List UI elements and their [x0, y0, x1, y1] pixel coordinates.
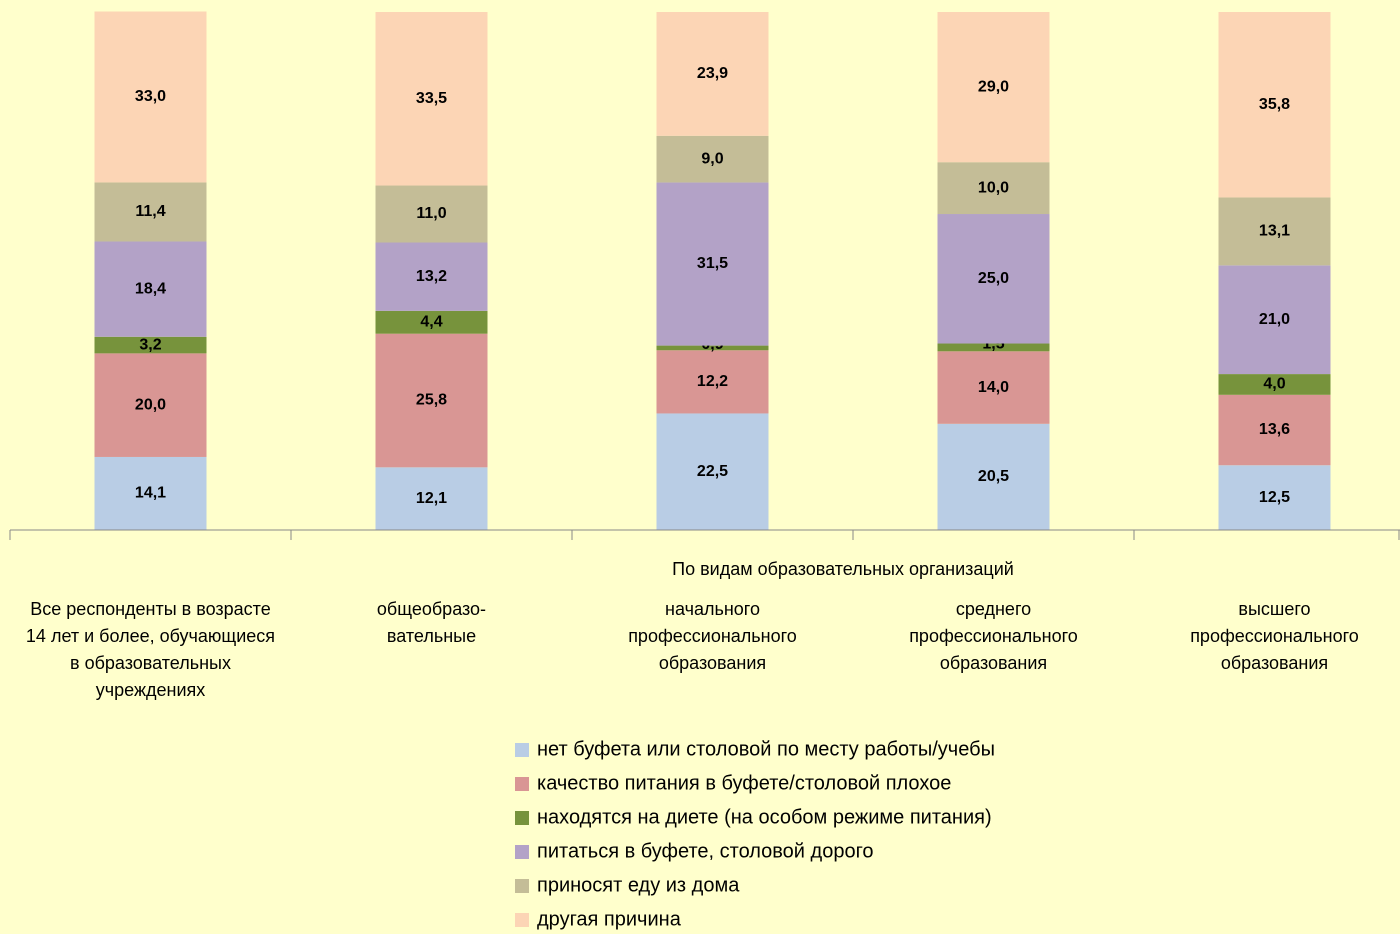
bar-segment [1218, 12, 1331, 198]
bar-segment [656, 182, 769, 346]
x-tick-label: начального профессионального образования [628, 599, 797, 673]
bar-segment [94, 456, 207, 530]
bar-segment [94, 11, 207, 183]
value-label: 31,5 [697, 255, 728, 272]
value-label: 4,4 [420, 314, 442, 331]
value-label: 4,0 [1263, 376, 1285, 393]
x-tick-label: высшего профессионального образования [1190, 599, 1359, 673]
value-label: 9,0 [701, 150, 723, 167]
bar-segment [94, 353, 207, 457]
value-label: 13,2 [416, 268, 447, 285]
value-label: 33,5 [416, 90, 447, 107]
bar-segment [656, 135, 769, 183]
value-label: 12,1 [416, 490, 447, 507]
value-label: 10,0 [978, 179, 1009, 196]
bar-segment [937, 12, 1050, 163]
legend-label: питаться в буфете, столовой дорого [537, 840, 874, 862]
bar-segment [656, 413, 769, 530]
legend-label: приносят еду из дома [537, 874, 740, 896]
legend-swatch [515, 845, 529, 859]
bar-segment [375, 242, 488, 311]
bar-segment [1218, 374, 1331, 395]
bar-segment [937, 351, 1050, 424]
bar-segment [656, 12, 769, 136]
value-label: 20,0 [135, 396, 166, 413]
bar-segment [375, 467, 488, 530]
bar-segment [656, 350, 769, 414]
bar-segment [94, 182, 207, 242]
bar-segment [94, 336, 207, 354]
legend-label: другая причина [537, 908, 682, 930]
value-label: 29,0 [978, 78, 1009, 95]
value-label: 18,4 [135, 280, 166, 297]
value-label: 25,8 [416, 392, 447, 409]
bar-segment [656, 345, 769, 351]
value-label: 21,0 [1259, 311, 1290, 328]
x-tick-label: среднего профессионального образования [909, 599, 1078, 673]
value-label: 23,9 [697, 65, 728, 82]
bar-segment [1218, 265, 1331, 375]
value-label: 12,2 [697, 373, 728, 390]
value-label: 3,2 [139, 336, 161, 353]
value-label: 11,0 [416, 205, 446, 222]
value-label: 14,1 [135, 485, 166, 502]
value-label: 14,0 [978, 379, 1009, 396]
value-label: 13,6 [1259, 421, 1290, 438]
bar-segment [375, 12, 488, 186]
value-label: 35,8 [1259, 96, 1290, 113]
x-tick-label: Все респонденты в возрасте 14 лет и боле… [25, 599, 276, 700]
bar-segment [375, 310, 488, 334]
bar-segment [937, 162, 1050, 215]
bar-segment [375, 185, 488, 243]
bar-segment [375, 333, 488, 468]
bar-segment [1218, 197, 1331, 266]
value-label: 33,0 [135, 88, 166, 105]
legend-label: нет буфета или столовой по месту работы/… [537, 738, 995, 760]
bar-segment [1218, 394, 1331, 466]
bar-segment [937, 423, 1050, 530]
value-label: 22,5 [697, 463, 728, 480]
value-label: 25,0 [978, 270, 1009, 287]
value-label: 20,5 [978, 468, 1009, 485]
legend-swatch [515, 811, 529, 825]
value-label: 11,4 [135, 203, 165, 220]
bar-segment [94, 241, 207, 337]
legend-label: находятся на диете (на особом режиме пит… [537, 806, 992, 828]
legend-label: качество питания в буфете/столовой плохо… [537, 772, 951, 794]
legend-swatch [515, 913, 529, 927]
bar-segment [937, 214, 1050, 344]
value-label: 12,5 [1259, 489, 1290, 506]
x-tick-label: общеобразо-вательные [376, 599, 487, 646]
bar-segment [1218, 465, 1331, 530]
legend-swatch [515, 743, 529, 757]
legend-swatch [515, 879, 529, 893]
bar-segment [937, 343, 1050, 352]
value-label: 13,1 [1259, 223, 1290, 240]
legend-swatch [515, 777, 529, 791]
category-group-label: По видам образовательных организаций [672, 559, 1014, 579]
